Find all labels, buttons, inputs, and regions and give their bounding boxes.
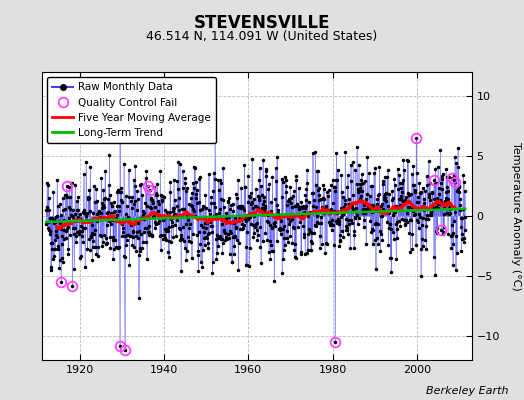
Y-axis label: Temperature Anomaly (°C): Temperature Anomaly (°C) — [511, 142, 521, 290]
Text: STEVENSVILLE: STEVENSVILLE — [194, 14, 330, 32]
Text: Berkeley Earth: Berkeley Earth — [426, 386, 508, 396]
Text: 46.514 N, 114.091 W (United States): 46.514 N, 114.091 W (United States) — [146, 30, 378, 43]
Legend: Raw Monthly Data, Quality Control Fail, Five Year Moving Average, Long-Term Tren: Raw Monthly Data, Quality Control Fail, … — [47, 77, 216, 143]
